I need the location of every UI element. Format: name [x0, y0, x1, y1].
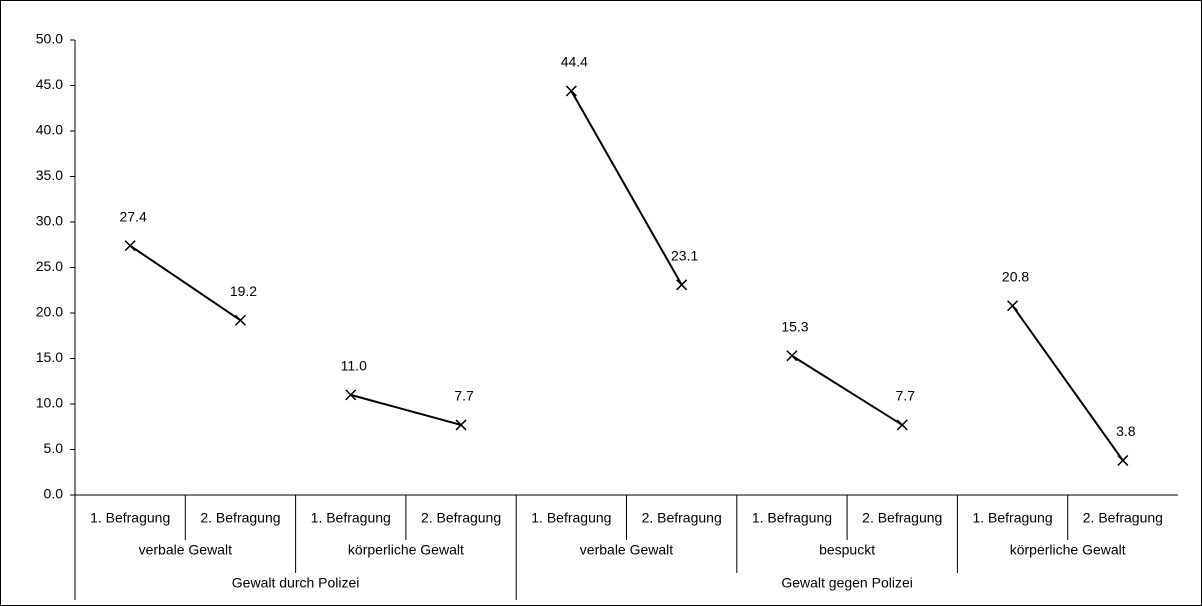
data-label: 3.8: [1116, 423, 1136, 439]
data-label: 19.2: [230, 283, 257, 299]
data-marker: [234, 314, 246, 326]
data-label: 15.3: [781, 318, 808, 334]
data-label: 27.4: [120, 208, 147, 224]
y-tick-label: 45.0: [36, 76, 63, 92]
y-tick-label: 0.0: [44, 486, 64, 502]
data-label: 7.7: [896, 388, 916, 404]
x-tick-label: 1. Befragung: [531, 510, 611, 526]
x-tick-label: 1. Befragung: [972, 510, 1052, 526]
data-label: 20.8: [1002, 268, 1029, 284]
data-line: [350, 393, 462, 426]
y-tick-label: 20.0: [36, 304, 63, 320]
data-marker: [896, 419, 908, 431]
data-label: 11.0: [341, 358, 367, 374]
data-marker: [455, 419, 467, 431]
data-marker: [1007, 300, 1019, 312]
data-line: [570, 90, 683, 286]
y-tick-label: 25.0: [36, 258, 63, 274]
data-marker: [676, 279, 688, 291]
subgroup-label: verbale Gewalt: [139, 542, 232, 558]
x-tick-label: 1. Befragung: [90, 510, 170, 526]
data-marker: [565, 85, 577, 97]
data-line: [1011, 305, 1124, 462]
x-tick-label: 2. Befragung: [642, 510, 722, 526]
y-tick-label: 5.0: [44, 440, 64, 456]
data-marker: [1117, 454, 1129, 466]
data-label: 7.7: [454, 388, 474, 404]
x-tick-label: 2. Befragung: [200, 510, 280, 526]
x-tick-label: 2. Befragung: [1083, 510, 1163, 526]
y-tick-label: 15.0: [36, 349, 63, 365]
subgroup-label: körperliche Gewalt: [1010, 542, 1126, 558]
x-tick-label: 1. Befragung: [311, 510, 391, 526]
group-label: Gewalt gegen Polizei: [781, 575, 913, 591]
y-tick-label: 10.0: [36, 395, 63, 411]
data-marker: [124, 240, 136, 252]
y-tick-label: 30.0: [36, 213, 63, 229]
y-tick-label: 50.0: [36, 31, 63, 47]
x-tick-label: 1. Befragung: [752, 510, 832, 526]
x-tick-label: 2. Befragung: [421, 510, 501, 526]
subgroup-label: körperliche Gewalt: [348, 542, 464, 558]
y-tick-label: 40.0: [36, 122, 63, 138]
data-label: 44.4: [561, 54, 588, 70]
data-line: [791, 354, 903, 426]
y-tick-label: 35.0: [36, 167, 63, 183]
data-marker: [786, 350, 798, 362]
data-label: 23.1: [671, 247, 698, 263]
x-tick-label: 2. Befragung: [862, 510, 942, 526]
group-label: Gewalt durch Polizei: [232, 575, 360, 591]
subgroup-label: verbale Gewalt: [580, 542, 673, 558]
data-marker: [345, 389, 357, 401]
data-line: [129, 244, 242, 322]
subgroup-label: bespuckt: [819, 542, 875, 558]
